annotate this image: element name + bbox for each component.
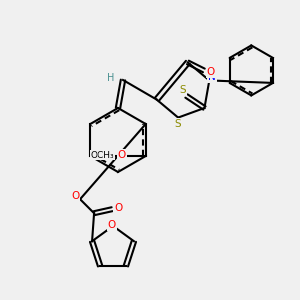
Text: OCH₃: OCH₃	[91, 151, 115, 160]
Text: O: O	[114, 203, 122, 213]
Text: O: O	[118, 150, 126, 160]
Text: O: O	[71, 191, 79, 201]
Text: S: S	[175, 118, 181, 129]
Text: H: H	[107, 73, 115, 83]
Text: N: N	[208, 72, 216, 82]
Text: S: S	[179, 85, 186, 95]
Text: O: O	[108, 220, 116, 230]
Text: O: O	[207, 68, 215, 77]
